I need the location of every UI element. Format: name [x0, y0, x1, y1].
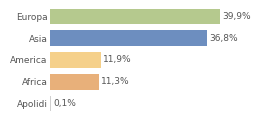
Bar [50, 52, 101, 68]
Text: 36,8%: 36,8% [209, 34, 238, 43]
Text: 11,3%: 11,3% [101, 77, 129, 86]
Text: 11,9%: 11,9% [103, 55, 132, 64]
Bar [50, 74, 99, 90]
Text: 0,1%: 0,1% [53, 99, 76, 108]
Bar [50, 30, 207, 46]
Bar [50, 9, 220, 24]
Text: 39,9%: 39,9% [223, 12, 251, 21]
Bar [50, 96, 51, 111]
